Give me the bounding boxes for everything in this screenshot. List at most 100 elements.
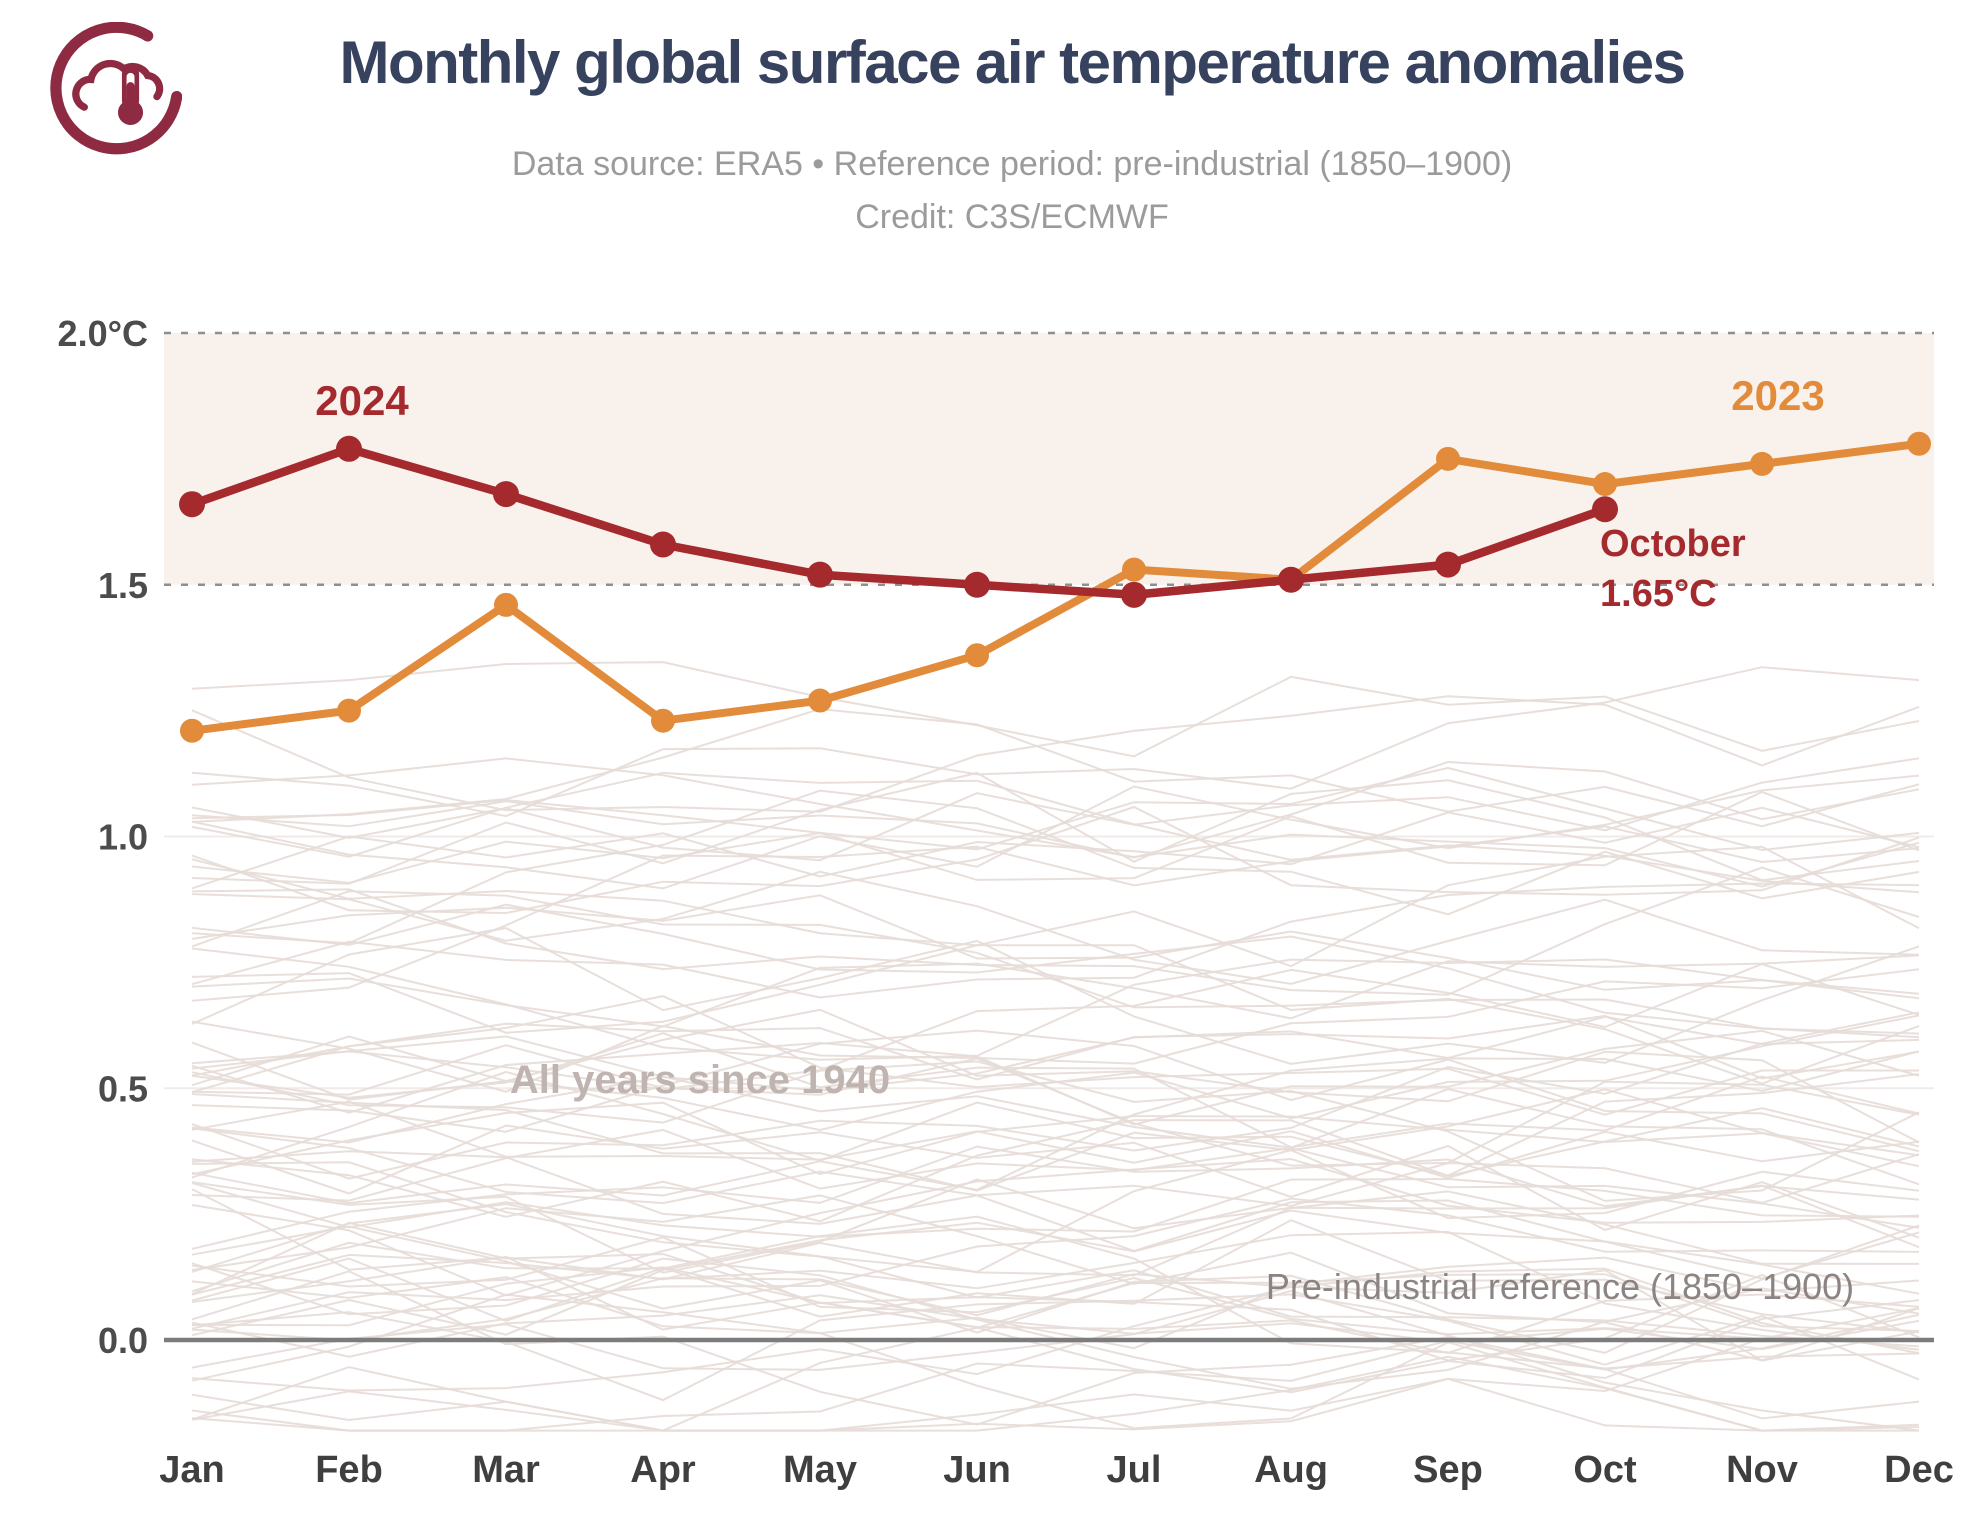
- point-2023-Sep: [1436, 446, 1460, 471]
- point-2024-Aug: [1278, 566, 1304, 593]
- year-line-2017: [191, 771, 1920, 894]
- point-2024-Apr: [650, 531, 676, 558]
- year-line-1971: [191, 1188, 1920, 1281]
- c3s-climate-pulse-logo-icon: [50, 22, 182, 155]
- year-line-2012: [191, 757, 1920, 888]
- x-tick-Sep: Sep: [1413, 1449, 1483, 1491]
- point-2024-Feb: [336, 435, 362, 462]
- point-2023-Dec: [1907, 431, 1931, 456]
- year-line-1940: [191, 1366, 1920, 1432]
- y-tick-1.0: 1.0: [98, 817, 148, 858]
- x-tick-Dec: Dec: [1884, 1449, 1954, 1491]
- year-line-1978: [191, 1014, 1920, 1081]
- series-2024: [179, 435, 1618, 608]
- x-tick-Nov: Nov: [1726, 1449, 1798, 1491]
- x-tick-Jul: Jul: [1107, 1449, 1162, 1491]
- year-line-1960: [191, 1267, 1920, 1355]
- year-line-1995: [191, 947, 1920, 1061]
- year-line-2018: [191, 708, 1920, 828]
- series-2023: [180, 431, 1931, 743]
- year-line-1998: [191, 894, 1920, 1000]
- year-line-1969: [191, 1194, 1920, 1362]
- point-2023-Jul: [1122, 557, 1146, 582]
- point-2023-May: [808, 688, 832, 713]
- year-line-2021: [191, 666, 1920, 818]
- year-line-2003: [191, 954, 1920, 1028]
- credit-line: Credit: C3S/ECMWF: [855, 197, 1169, 236]
- historical-year-lines: [191, 661, 1920, 1432]
- year-line-1952: [191, 1266, 1920, 1355]
- year-line-1982: [191, 1044, 1920, 1167]
- x-axis-month-labels: Jan Feb Mar Apr May Jun Jul Aug Sep Oct Nov Dec: [159, 1449, 1954, 1491]
- year-line-1986: [191, 1127, 1920, 1208]
- year-line-1959: [191, 1197, 1920, 1330]
- year-line-2016: [191, 771, 1920, 885]
- x-tick-Aug: Aug: [1254, 1449, 1328, 1491]
- point-2023-Jan: [180, 718, 204, 743]
- year-line-2000: [191, 944, 1920, 1085]
- year-line-1977: [191, 1101, 1920, 1176]
- point-2023-Mar: [494, 592, 518, 617]
- year-line-1985: [191, 1035, 1920, 1186]
- year-line-1992: [191, 1029, 1920, 1153]
- year-line-1954: [191, 1256, 1920, 1350]
- y-tick-0.0: 0.0: [98, 1320, 148, 1361]
- x-tick-Oct: Oct: [1573, 1449, 1637, 1491]
- target-band-1p5-2p0: [164, 333, 1934, 585]
- x-tick-May: May: [783, 1449, 857, 1491]
- year-line-2002: [191, 825, 1920, 1002]
- year-line-1991: [191, 1011, 1920, 1180]
- data-source-line: Data source: ERA5 • Reference period: pr…: [511, 145, 1513, 183]
- year-line-2006: [191, 805, 1920, 915]
- year-line-2009: [191, 870, 1920, 985]
- point-2023-Jun: [965, 643, 989, 668]
- all-years-label: All years since 1940: [510, 1058, 890, 1102]
- point-2024-Sep: [1435, 551, 1461, 578]
- year-line-2004: [191, 882, 1920, 999]
- year-line-2013: [191, 774, 1920, 890]
- year-line-1943: [191, 1293, 1920, 1430]
- year-line-1945: [191, 1289, 1920, 1432]
- year-line-1974: [191, 1128, 1920, 1229]
- point-2024-Mar: [493, 481, 519, 508]
- dashed-gridlines: [164, 331, 1934, 586]
- year-line-1973: [191, 1150, 1920, 1280]
- year-line-2020: [191, 757, 1920, 862]
- chart-subtitle: Data source: ERA5 • Reference period: pr…: [0, 138, 1988, 243]
- y-tick-2.0°C: 2.0°C: [58, 313, 148, 354]
- year-line-1956: [191, 1270, 1920, 1426]
- year-line-2022: [191, 661, 1920, 758]
- october-annotation-month: October: [1600, 523, 1746, 565]
- year-line-1947: [191, 1337, 1920, 1432]
- point-2023-Oct: [1593, 472, 1617, 497]
- year-line-1980: [191, 1029, 1920, 1126]
- series-label-2024: 2024: [315, 377, 409, 424]
- point-2023-Feb: [337, 698, 361, 723]
- year-line-1987: [191, 1050, 1920, 1205]
- year-line-1961: [191, 1219, 1920, 1334]
- year-line-1996: [191, 962, 1920, 1091]
- year-line-1976: [191, 1088, 1920, 1192]
- point-2024-Jan: [179, 491, 205, 518]
- year-line-1955: [191, 1293, 1920, 1402]
- series-label-2023: 2023: [1731, 372, 1824, 419]
- line-2024: [190, 444, 1607, 600]
- logo-cloud: [72, 59, 164, 111]
- year-line-2007: [191, 890, 1920, 1039]
- x-tick-Mar: Mar: [472, 1449, 540, 1491]
- point-2023-Nov: [1750, 451, 1774, 476]
- year-line-2001: [191, 903, 1920, 1035]
- preindustrial-label: Pre-industrial reference (1850–1900): [1266, 1266, 1854, 1307]
- year-line-1970: [191, 1124, 1920, 1239]
- y-tick-1.5: 1.5: [98, 565, 148, 606]
- year-line-2019: [191, 695, 1920, 813]
- chart-title: Monthly global surface air temperature a…: [339, 29, 1686, 96]
- year-line-1972: [191, 1149, 1920, 1273]
- x-tick-Apr: Apr: [630, 1449, 696, 1491]
- year-line-1993: [191, 1014, 1920, 1132]
- point-2024-Jul: [1121, 581, 1147, 608]
- year-line-1988: [191, 1015, 1920, 1144]
- y-tick-0.5: 0.5: [98, 1068, 148, 1109]
